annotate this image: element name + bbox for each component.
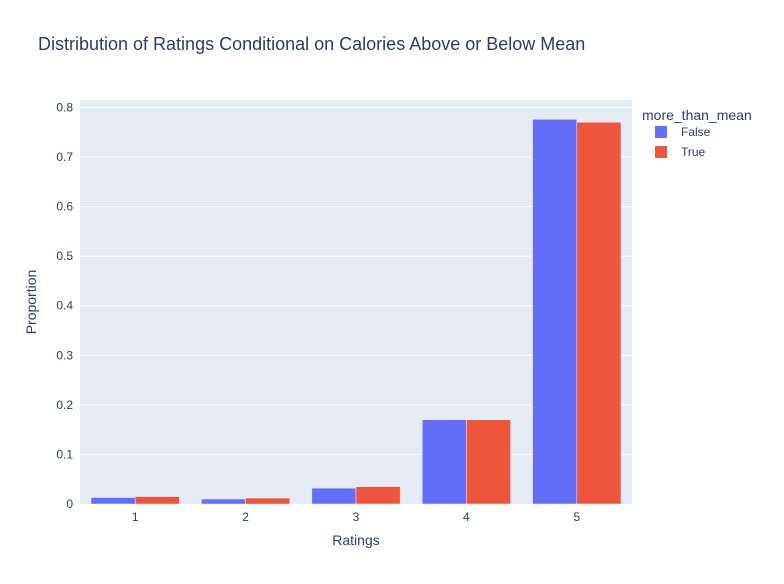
y-tick-label: 0.5 [56, 249, 73, 263]
legend-swatch-false [655, 126, 667, 138]
y-tick-label: 0.6 [56, 200, 73, 214]
y-tick-label: 0.2 [56, 398, 73, 412]
y-tick-label: 0.8 [56, 100, 73, 114]
bar-true-rating-1 [134, 496, 180, 505]
y-tick-label: 0 [66, 497, 73, 511]
legend-title: more_than_mean [642, 107, 752, 123]
x-tick-label: 4 [463, 510, 470, 524]
bar-false-rating-1 [90, 497, 136, 505]
legend-label-true: True [681, 145, 706, 159]
bar-false-rating-4 [421, 419, 467, 505]
x-ticks: 1 2 3 4 5 [132, 510, 581, 524]
x-tick-label: 5 [573, 510, 580, 524]
bar-true-rating-4 [466, 419, 511, 505]
y-tick-label: 0.3 [56, 348, 73, 362]
bar-true-rating-5 [576, 122, 622, 505]
bar-true-rating-2 [245, 497, 291, 505]
y-tick-label: 0.4 [56, 299, 73, 313]
bar-false-rating-2 [201, 498, 246, 505]
legend: more_than_mean False True [642, 107, 752, 159]
y-axis-label: Proportion [23, 270, 39, 335]
x-axis-label: Ratings [332, 532, 379, 548]
bars [90, 119, 622, 505]
x-tick-label: 2 [242, 510, 249, 524]
bar-false-rating-3 [311, 487, 357, 505]
y-tick-label: 0.1 [56, 447, 73, 461]
chart-title: Distribution of Ratings Conditional on C… [38, 34, 585, 54]
y-tick-label: 0.7 [56, 150, 73, 164]
x-tick-label: 1 [132, 510, 139, 524]
bar-false-rating-5 [532, 119, 578, 505]
bar-true-rating-3 [355, 486, 401, 505]
legend-swatch-true [655, 146, 667, 158]
legend-label-false: False [681, 125, 711, 139]
y-ticks: 0 0.1 0.2 0.3 0.4 0.5 0.6 0.7 0.8 [56, 100, 73, 511]
x-tick-label: 3 [353, 510, 360, 524]
